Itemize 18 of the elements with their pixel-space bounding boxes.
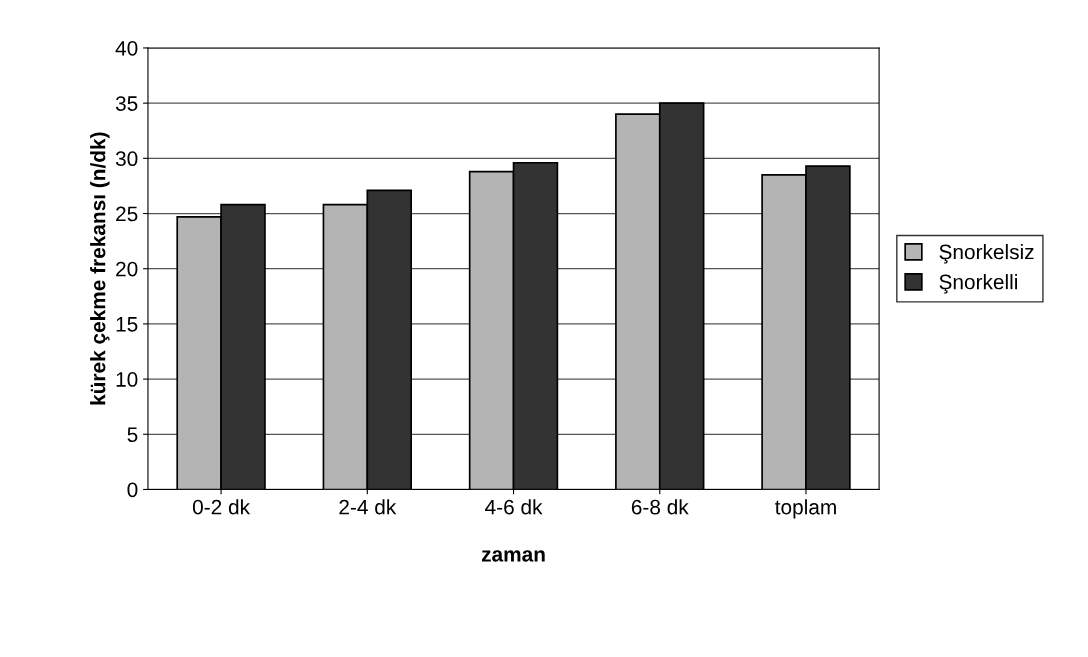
y-axis-title: kürek çekme frekansı (n/dk) [90,132,110,405]
y-tick-label: 20 [116,261,138,277]
x-tick-label: 4-6 dk [485,499,543,515]
x-tick-label: toplam [775,499,836,519]
x-tick-label: 6-8 dk [631,499,689,515]
y-tick-label: 35 [115,96,138,111]
x-axis-title: zaman [481,550,545,562]
y-tick-label: 10 [116,372,138,387]
y-tick-label: 15 [116,317,138,332]
y-tick-label: 25 [116,206,138,222]
legend-label: Şnorkelsiz [939,243,1034,264]
x-tick-label: 0-2 dk [192,499,251,515]
legend-label: Şnorkelli [939,274,1017,294]
y-tick-label: 40 [115,40,138,56]
y-tick-label: 30 [115,151,138,167]
y-tick-label: 5 [127,427,138,443]
y-tick-label: 0 [127,482,138,498]
x-tick-label: 2-4 dk [339,499,397,515]
